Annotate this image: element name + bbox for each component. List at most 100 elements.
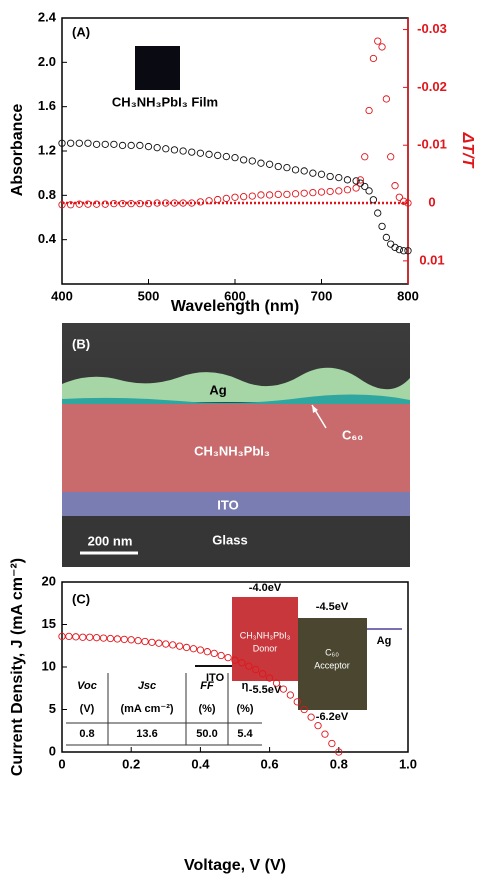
data-point [66, 633, 72, 639]
sem-image: (B) Ag C₆₀ CH₃NH₃PbI₃ ITO Glass 200 nm [62, 323, 410, 567]
y2-tick-label: 0.01 [419, 252, 444, 267]
data-point [119, 142, 125, 148]
y-tick-label: 0.4 [38, 231, 57, 246]
table-cell: 13.6 [136, 728, 157, 740]
data-point [266, 192, 272, 198]
data-point [163, 146, 169, 152]
y-tick-label: 5 [49, 701, 56, 716]
data-point [154, 144, 160, 150]
data-point [142, 638, 148, 644]
table-cell: FF [200, 680, 214, 692]
data-point [379, 44, 385, 50]
energy-label: CH₃NH₃PbI₃ [240, 630, 291, 640]
panel-label: (B) [72, 336, 90, 351]
data-point [189, 149, 195, 155]
table-cell: 0.8 [79, 728, 94, 740]
energy-diagram: ITO -4.0eV -5.5eV CH₃NH₃PbI₃ Donor -4.5e… [195, 582, 402, 723]
data-point [107, 635, 113, 641]
table-cell: (V) [80, 703, 95, 715]
energy-label: -5.5eV [249, 684, 282, 696]
data-point [318, 171, 324, 177]
x-tick-label: 0.2 [122, 756, 140, 771]
data-point [383, 96, 389, 102]
energy-label: -4.5eV [316, 601, 349, 613]
data-point [121, 636, 127, 642]
data-point [379, 223, 385, 229]
data-point [171, 147, 177, 153]
data-point [275, 191, 281, 197]
scale-bar-label: 200 nm [88, 533, 133, 548]
data-point [388, 154, 394, 160]
data-point [275, 163, 281, 169]
data-point [93, 634, 99, 640]
data-point [375, 38, 381, 44]
layer-label: C₆₀ [342, 427, 363, 442]
data-point [183, 644, 189, 650]
y2-tick-label: -0.01 [417, 137, 447, 152]
panel-label: (C) [72, 591, 90, 606]
data-point [310, 170, 316, 176]
table-cell: η [242, 680, 249, 692]
data-point [240, 157, 246, 163]
data-point [310, 189, 316, 195]
data-point [315, 722, 321, 728]
table-cell: 50.0 [196, 728, 217, 740]
table-cell: 5.4 [237, 728, 253, 740]
layer-label: ITO [217, 497, 238, 512]
table-cell: (%) [198, 703, 215, 715]
data-point [190, 646, 196, 652]
energy-label: Acceptor [314, 660, 350, 670]
data-point [258, 192, 264, 198]
y2-tick-label: -0.02 [417, 79, 447, 94]
data-point [145, 143, 151, 149]
data-point [329, 740, 335, 746]
y2-tick-label: -0.03 [417, 21, 447, 36]
data-point [73, 634, 79, 640]
data-point [128, 142, 134, 148]
data-point [114, 636, 120, 642]
data-point [170, 642, 176, 648]
data-point [292, 167, 298, 173]
x-tick-label: 0.4 [191, 756, 210, 771]
table-cell: (mA cm⁻²) [120, 703, 173, 715]
data-point [287, 692, 293, 698]
data-point [240, 193, 246, 199]
data-point [76, 140, 82, 146]
layer-label: Glass [212, 532, 247, 547]
layer-label: CH₃NH₃PbI₃ [194, 443, 270, 458]
film-photo [135, 46, 180, 90]
data-point [111, 141, 117, 147]
data-point [85, 140, 91, 146]
y-axis-label: Absorbance [9, 104, 26, 197]
data-point [137, 142, 143, 148]
figure: (A) CH₃NH₃PbI₃ Film Absorbance Wavelengt… [0, 0, 482, 876]
data-point [301, 168, 307, 174]
data-point [215, 152, 221, 158]
energy-label: C₆₀ [325, 647, 339, 657]
x-tick-label: 0.8 [330, 756, 348, 771]
data-point [176, 643, 182, 649]
inset-label: CH₃NH₃PbI₃ Film [112, 94, 218, 109]
data-point [308, 714, 314, 720]
data-point [344, 177, 350, 183]
x-tick-label: 0 [58, 756, 65, 771]
y-tick-label: 0.8 [38, 187, 56, 202]
data-point [327, 173, 333, 179]
data-point [180, 148, 186, 154]
data-point [163, 641, 169, 647]
energy-label: -6.2eV [316, 711, 349, 723]
data-point [284, 191, 290, 197]
data-point [232, 194, 238, 200]
x-tick-label: 1.0 [399, 756, 417, 771]
data-point [156, 640, 162, 646]
data-point [392, 182, 398, 188]
y-tick-label: 15 [42, 616, 56, 631]
y-tick-label: 0 [49, 743, 56, 758]
data-point [375, 210, 381, 216]
data-point [211, 650, 217, 656]
data-point [232, 154, 238, 160]
data-point [318, 189, 324, 195]
y-axis-label: Current Density, J (mA cm⁻²) [9, 558, 26, 776]
data-point [344, 187, 350, 193]
x-tick-label: 500 [138, 288, 160, 303]
